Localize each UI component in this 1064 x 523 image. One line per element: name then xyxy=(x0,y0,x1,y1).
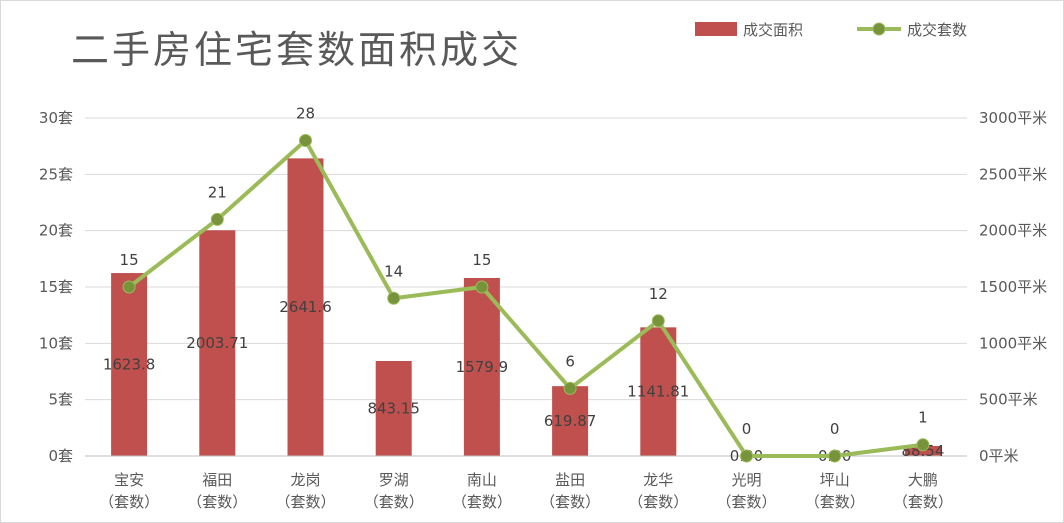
bar-data-label: 1579.9 xyxy=(456,358,509,376)
bar-data-label: 2003.71 xyxy=(186,334,248,352)
x-axis-category-label: 宝安 xyxy=(114,471,144,489)
x-axis-category-sublabel: （套数） xyxy=(364,493,424,511)
x-axis-category-label: 光明 xyxy=(731,471,761,489)
bar-data-label: 843.15 xyxy=(367,400,420,418)
bar-3 xyxy=(375,361,412,456)
right-axis-tick-label: 500平米 xyxy=(979,391,1038,409)
bar-0 xyxy=(111,273,148,456)
x-axis-category-sublabel: （套数） xyxy=(275,493,335,511)
left-axis-tick-label: 10套 xyxy=(39,334,73,352)
bar-4 xyxy=(463,277,500,456)
x-axis-category-sublabel: （套数） xyxy=(540,493,600,511)
x-axis-category-label: 龙华 xyxy=(643,471,673,489)
bar-data-label: 1141.81 xyxy=(627,383,689,401)
x-axis-category-sublabel: （套数） xyxy=(628,493,688,511)
x-axis-category-label: 南山 xyxy=(467,471,497,489)
right-axis-tick-label: 2000平米 xyxy=(979,222,1047,240)
legend-line-marker xyxy=(872,22,886,36)
line-data-label: 21 xyxy=(208,183,227,201)
line-data-label: 15 xyxy=(472,251,491,269)
line-series-path xyxy=(127,138,924,458)
x-axis-category-label: 坪山 xyxy=(820,471,850,489)
x-axis-category-label: 盐田 xyxy=(555,471,585,489)
legend-bar-swatch xyxy=(695,22,737,36)
x-axis-category-sublabel: （套数） xyxy=(893,493,953,511)
line-data-label: 1 xyxy=(918,409,928,427)
right-axis-tick-label: 1000平米 xyxy=(979,334,1047,352)
line-point-8 xyxy=(828,449,842,463)
bar-5 xyxy=(552,386,589,456)
chart-title: 二手房住宅套数面积成交 xyxy=(71,28,522,72)
line-point-2 xyxy=(299,134,312,148)
right-axis-tick-label: 0平米 xyxy=(979,447,1019,465)
x-axis-category-sublabel: （套数） xyxy=(452,493,512,511)
bar-2 xyxy=(287,158,324,456)
bar-1 xyxy=(199,230,236,456)
line-data-label: 0 xyxy=(742,420,752,438)
right-axis-tick-label: 2500平米 xyxy=(979,165,1047,183)
x-axis-category-label: 大鹏 xyxy=(908,471,938,489)
line-point-0 xyxy=(122,280,136,294)
bar-data-label: 2641.6 xyxy=(279,298,332,316)
x-axis-category-sublabel: （套数） xyxy=(99,493,159,511)
line-data-label: 6 xyxy=(565,352,575,370)
right-axis-tick-label: 1500平米 xyxy=(979,278,1047,296)
bar-data-label: 1623.8 xyxy=(103,356,156,374)
legend-label: 成交面积 xyxy=(743,21,803,39)
line-data-label: 28 xyxy=(296,105,315,123)
line-point-4 xyxy=(475,280,489,294)
x-axis-category-sublabel: （套数） xyxy=(716,493,776,511)
bar-6 xyxy=(640,327,677,456)
legend-label: 成交套数 xyxy=(907,21,967,39)
x-axis-category-sublabel: （套数） xyxy=(805,493,865,511)
line-point-6 xyxy=(651,314,665,328)
left-axis-tick-label: 0套 xyxy=(48,447,73,465)
line-point-7 xyxy=(740,449,753,463)
x-axis-category-label: 罗湖 xyxy=(379,471,409,489)
left-axis-tick-label: 15套 xyxy=(39,278,73,296)
left-axis-tick-label: 20套 xyxy=(39,222,73,240)
x-axis-category-label: 福田 xyxy=(202,471,232,489)
right-axis-tick-label: 3000平米 xyxy=(979,109,1047,127)
x-axis-category-label: 龙岗 xyxy=(290,471,320,489)
x-axis-category-sublabel: （套数） xyxy=(187,493,247,511)
line-point-5 xyxy=(563,381,577,395)
line-data-label: 14 xyxy=(384,262,403,280)
line-data-label: 0 xyxy=(830,420,840,438)
line-data-label: 12 xyxy=(649,285,668,303)
line-point-1 xyxy=(210,212,224,226)
left-axis-tick-label: 25套 xyxy=(39,165,73,183)
line-point-3 xyxy=(387,291,401,305)
line-point-9 xyxy=(916,438,930,452)
left-axis-tick-label: 30套 xyxy=(39,109,73,127)
bar-data-label: 619.87 xyxy=(544,412,597,430)
line-data-label: 15 xyxy=(120,251,139,269)
left-axis-tick-label: 5套 xyxy=(48,391,73,409)
